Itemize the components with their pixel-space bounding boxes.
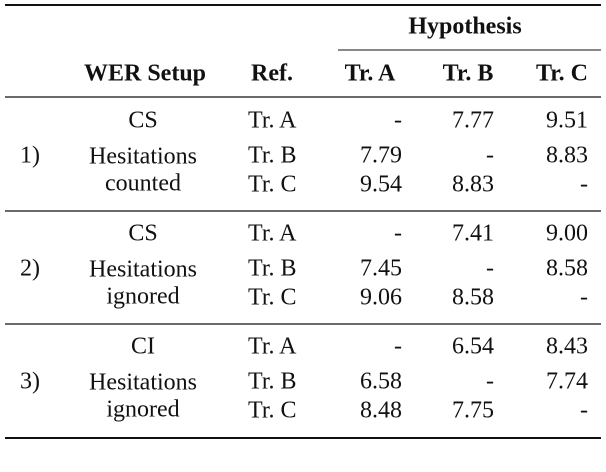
value-cell: 8.43 [546, 334, 588, 360]
group-label: 2) [20, 256, 40, 282]
value-cell: 8.83 [452, 172, 494, 198]
ref-cell: Tr. A [248, 108, 297, 134]
value-cell: - [394, 108, 402, 134]
ref-cell: Tr. A [248, 334, 297, 360]
column-header: Tr. A [345, 61, 396, 87]
ref-cell: Tr. C [248, 172, 297, 198]
column-header: Tr. C [536, 61, 588, 87]
ref-cell: Tr. C [248, 285, 297, 311]
value-cell: 6.54 [452, 334, 494, 360]
value-cell: 8.83 [546, 143, 588, 169]
value-cell: - [486, 143, 494, 169]
setup-text: CS [128, 108, 157, 134]
value-cell: 7.79 [360, 143, 402, 169]
setup-text: Hesitations [89, 370, 197, 396]
setup-text: ignored [106, 284, 179, 310]
value-cell: 7.75 [452, 398, 494, 424]
ref-cell: Tr. B [248, 143, 297, 169]
setup-text: Hesitations [89, 144, 197, 170]
value-cell: - [580, 398, 588, 424]
setup-text: Hesitations [89, 257, 197, 283]
setup-text: counted [105, 171, 181, 197]
ref-cell: Tr. A [248, 221, 297, 247]
column-header: Tr. B [443, 61, 494, 87]
value-cell: - [394, 334, 402, 360]
value-cell: 9.51 [546, 108, 588, 134]
value-cell: 7.45 [360, 256, 402, 282]
value-cell: 7.77 [452, 108, 494, 134]
column-header: WER Setup [84, 61, 206, 87]
setup-text: CI [131, 334, 155, 360]
value-cell: 9.54 [360, 172, 402, 198]
ref-cell: Tr. B [248, 369, 297, 395]
value-cell: 6.58 [360, 369, 402, 395]
value-cell: - [580, 285, 588, 311]
hypothesis-header: Hypothesis [408, 14, 521, 40]
value-cell: - [580, 172, 588, 198]
group-label: 3) [20, 369, 40, 395]
column-header: Ref. [251, 61, 293, 87]
ref-cell: Tr. C [248, 398, 297, 424]
value-cell: 9.00 [546, 221, 588, 247]
value-cell: 7.41 [452, 221, 494, 247]
group-label: 1) [20, 143, 40, 169]
value-cell: 8.58 [452, 285, 494, 311]
value-cell: - [486, 256, 494, 282]
value-cell: 7.74 [546, 369, 588, 395]
setup-text: CS [128, 221, 157, 247]
value-cell: - [486, 369, 494, 395]
value-cell: 8.58 [546, 256, 588, 282]
setup-text: ignored [106, 397, 179, 423]
value-cell: 9.06 [360, 285, 402, 311]
value-cell: - [394, 221, 402, 247]
ref-cell: Tr. B [248, 256, 297, 282]
value-cell: 8.48 [360, 398, 402, 424]
